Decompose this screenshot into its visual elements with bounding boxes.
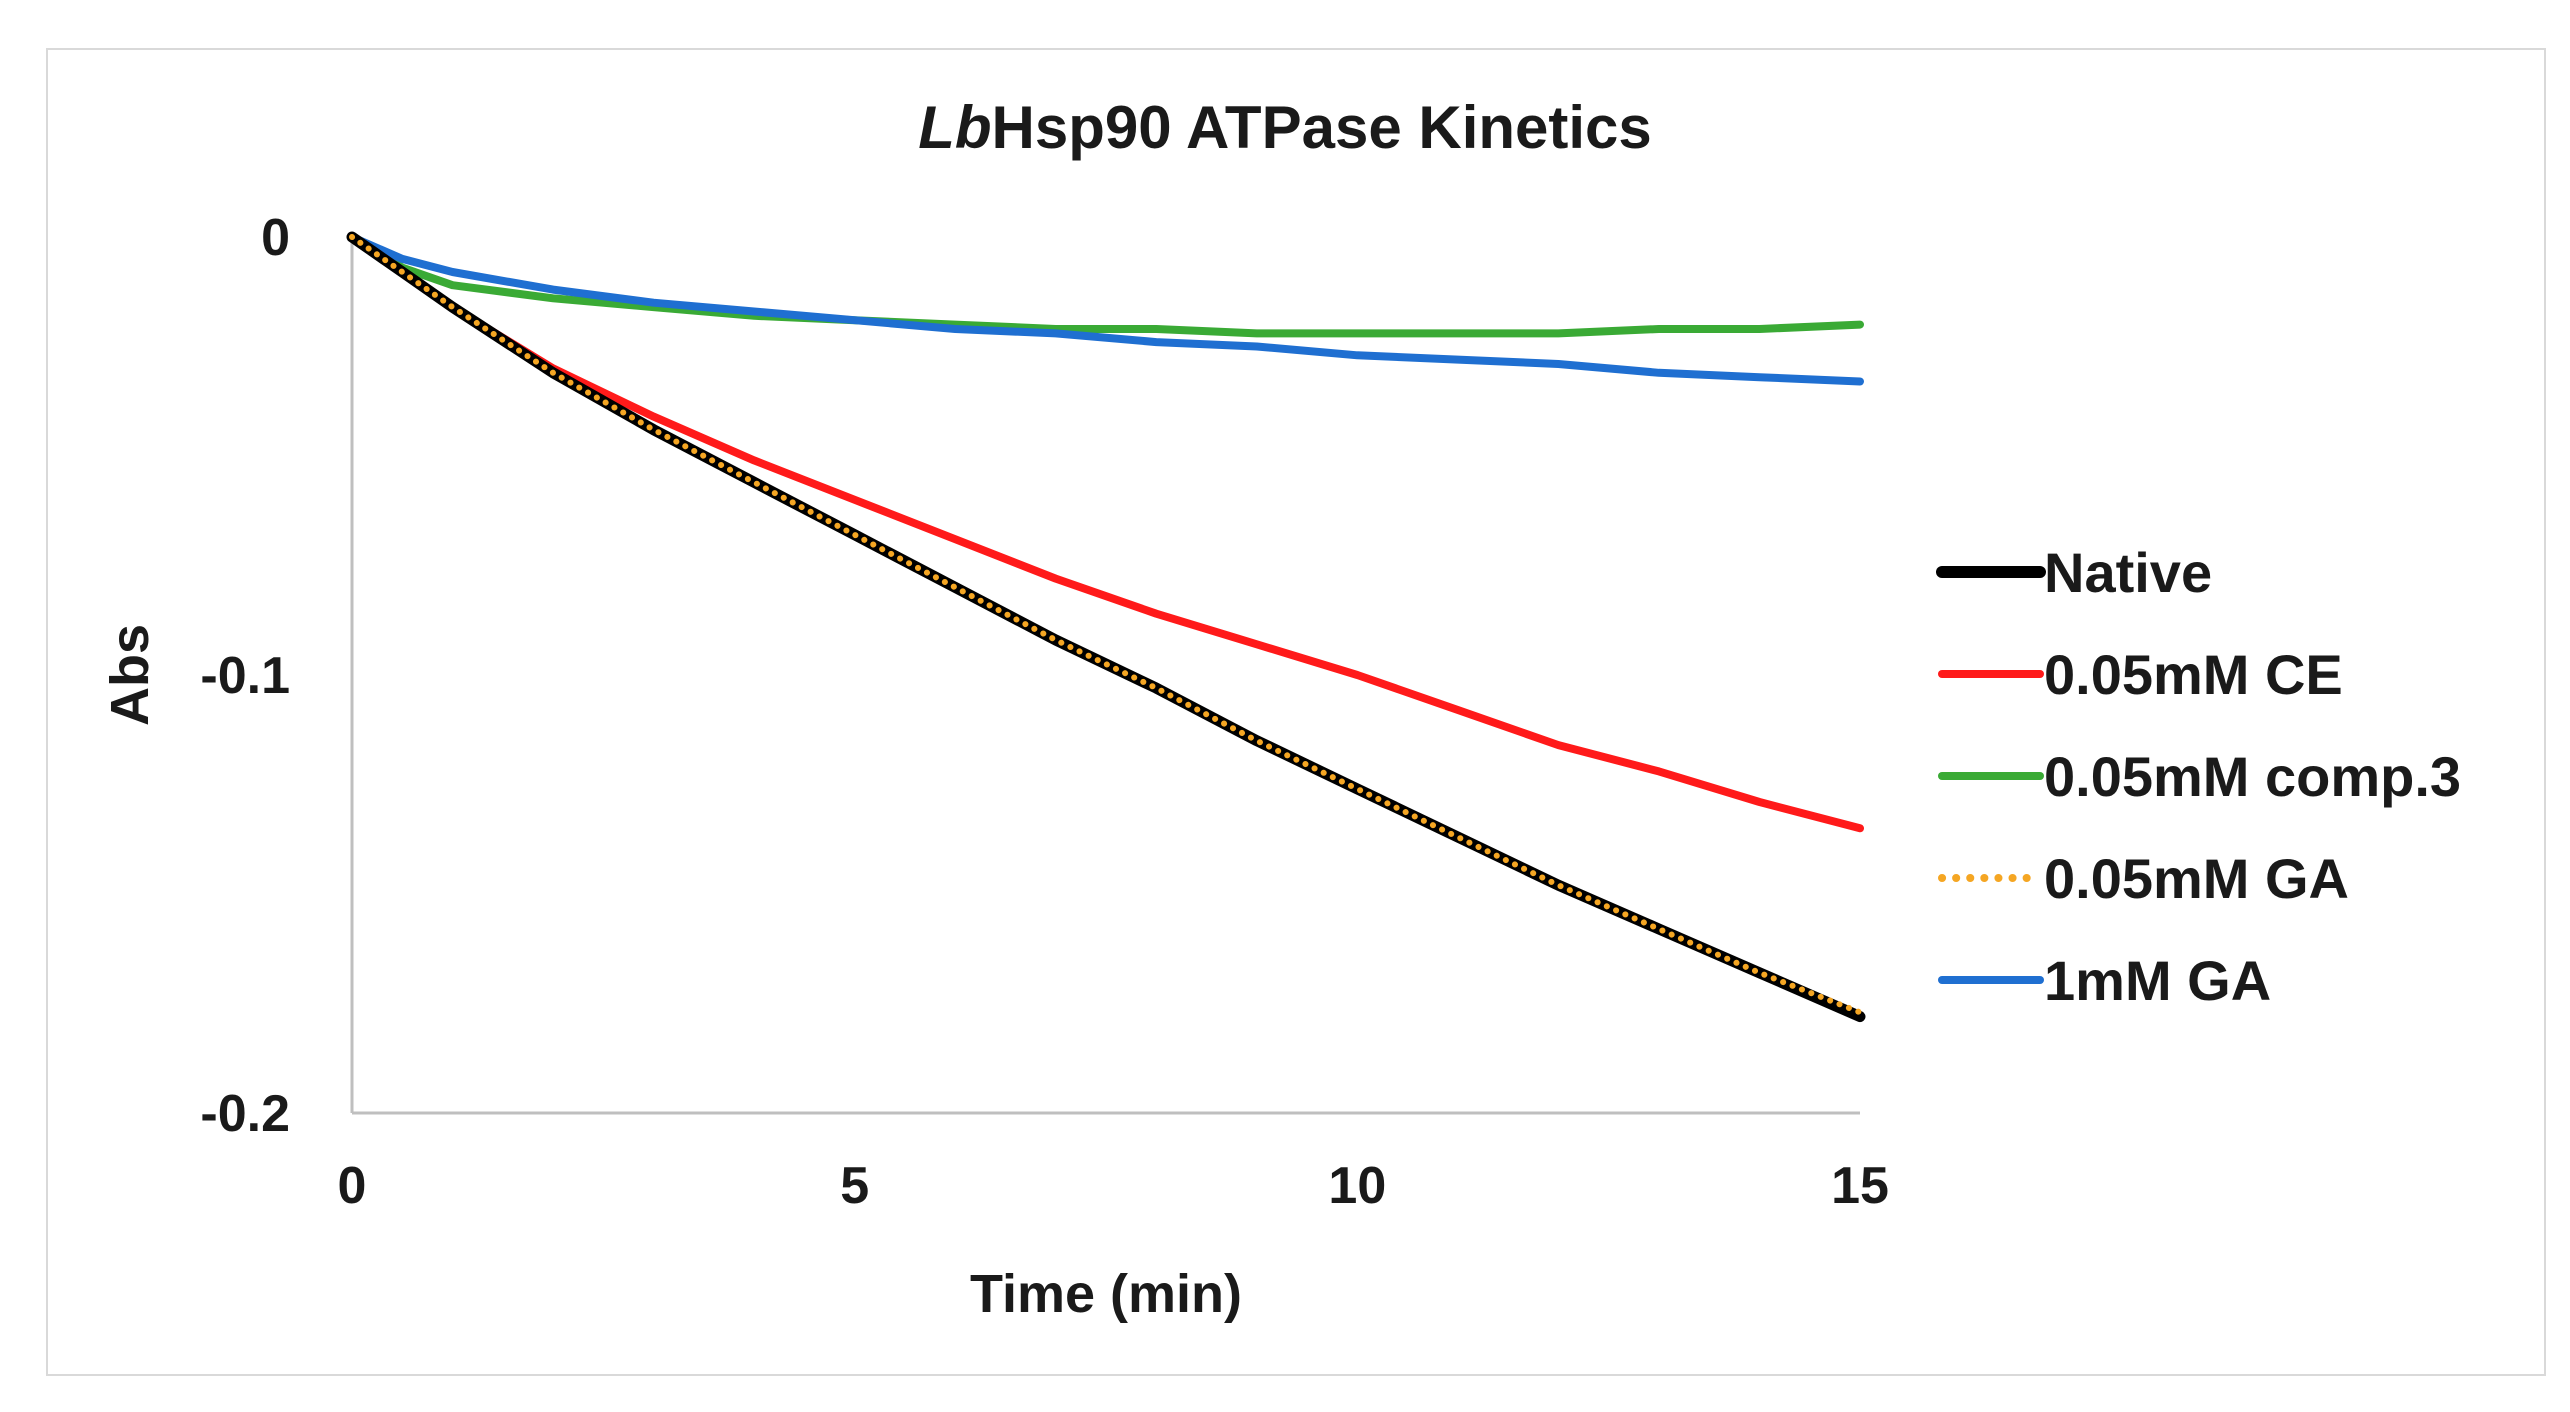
- x-tick-label: 0: [338, 1157, 367, 1215]
- y-tick-labels: 0 -0.1 -0.2: [200, 209, 290, 1143]
- legend-label: 0.05mM GA: [2044, 847, 2349, 910]
- series-line-0-05mm-ga: [349, 234, 1863, 1016]
- chart-title: LbHsp90 ATPase Kinetics: [918, 94, 1652, 161]
- x-tick-label: 10: [1328, 1157, 1386, 1215]
- y-tick-label: 0: [261, 209, 290, 267]
- x-tick-labels: 0 5 10 15: [338, 1157, 1889, 1215]
- series-line-1mm-ga: [348, 233, 1864, 386]
- series-line-0-05mm-comp-3: [348, 233, 1864, 338]
- legend-label: 0.05mM CE: [2044, 643, 2343, 706]
- legend-label: 0.05mM comp.3: [2044, 745, 2461, 808]
- x-tick-label: 15: [1831, 1157, 1889, 1215]
- x-axis-label: Time (min): [970, 1264, 1242, 1324]
- legend: Native 0.05mM CE 0.05mM comp.3 0.05mM GA 1mM…: [1936, 541, 2461, 1012]
- y-tick-label: -0.1: [200, 647, 290, 705]
- chart-frame: [46, 48, 2546, 1376]
- y-tick-label: -0.2: [200, 1085, 290, 1143]
- legend-label: Native: [2044, 541, 2212, 604]
- chart-title-italic: Lb: [918, 94, 991, 161]
- y-axis-label: Abs: [100, 624, 160, 726]
- chart-title-rest: Hsp90 ATPase Kinetics: [992, 94, 1652, 161]
- series-line-native: [346, 231, 1866, 1023]
- series-layer: [346, 231, 1866, 1023]
- legend-label: 1mM GA: [2044, 949, 2271, 1012]
- x-tick-label: 5: [840, 1157, 869, 1215]
